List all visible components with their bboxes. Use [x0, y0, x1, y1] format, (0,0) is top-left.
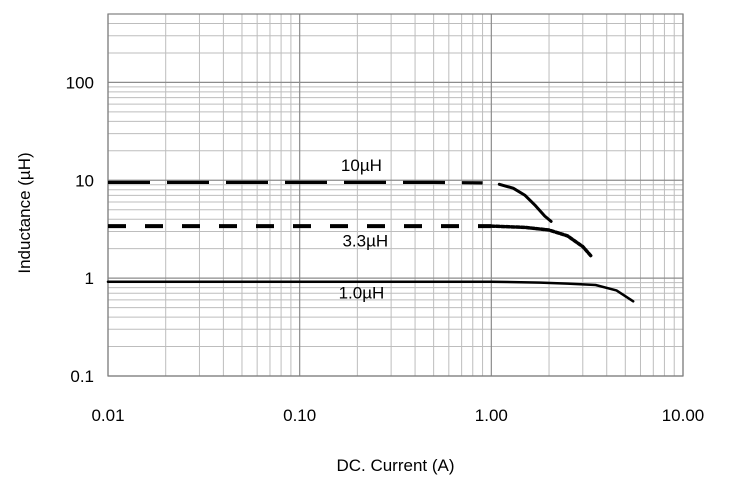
x-axis-tick-labels: 0.01 0.10 1.00 10.00 [91, 406, 704, 425]
x-tick-label: 10.00 [662, 406, 705, 425]
y-tick-label: 100 [66, 73, 94, 92]
x-tick-label: 1.00 [475, 406, 508, 425]
series-line-10h-solid [497, 182, 553, 223]
series-label-10h: 10µH [341, 156, 382, 175]
series-line-10h-dashed [108, 180, 483, 185]
minor-gridlines [108, 14, 683, 376]
x-tick-label: 0.10 [283, 406, 316, 425]
y-axis-title: Inductance (µH) [15, 152, 34, 273]
y-tick-label: 10 [75, 171, 94, 190]
x-tick-label: 0.01 [91, 406, 124, 425]
series-line-3.3h-solid [489, 224, 593, 258]
series-label-1.0h: 1.0µH [339, 283, 385, 302]
y-axis-tick-labels: 0.1 1 10 100 [66, 73, 94, 386]
series-lines [106, 180, 635, 303]
x-axis-title: DC. Current (A) [336, 456, 454, 475]
series-labels: 10µH 3.3µH 1.0µH [339, 156, 389, 303]
series-label-3.3h: 3.3µH [342, 232, 388, 251]
plot-area-frame [107, 13, 684, 377]
y-tick-label: 0.1 [70, 367, 94, 386]
series-line-1.0h [106, 280, 635, 303]
y-tick-label: 1 [85, 269, 94, 288]
